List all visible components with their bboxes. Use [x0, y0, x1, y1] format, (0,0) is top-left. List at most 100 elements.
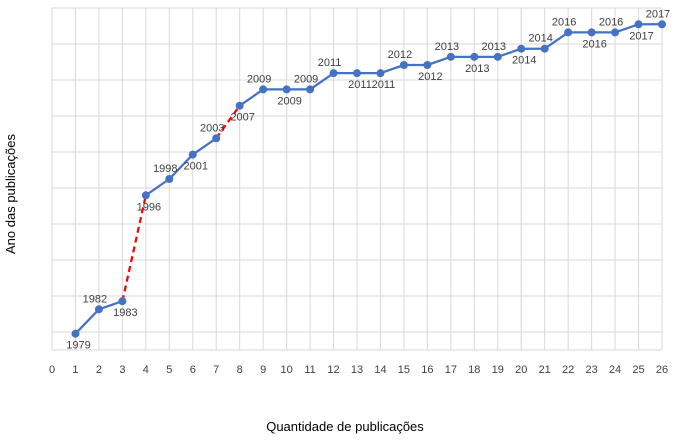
series-segment	[74, 308, 100, 335]
x-tick-label: 13	[351, 364, 363, 376]
data-point	[141, 191, 150, 200]
x-tick-label: 10	[280, 364, 292, 376]
data-label: 2011	[348, 79, 372, 91]
grid	[51, 7, 663, 351]
data-point	[353, 69, 361, 78]
x-tick-label: 1	[72, 364, 78, 376]
series-segment	[497, 47, 522, 58]
data-point	[329, 69, 338, 78]
x-tick-label: 25	[632, 364, 644, 376]
data-label: 2014	[512, 55, 536, 67]
data-point	[470, 52, 479, 61]
x-tick-label: 6	[190, 364, 196, 376]
x-tick-label: 11	[304, 364, 315, 376]
data-label: 2013	[435, 41, 459, 53]
x-tick-label: 20	[515, 364, 527, 376]
data-point	[493, 52, 502, 61]
y-axis-title: Ano das publicações	[3, 134, 18, 254]
data-point	[658, 20, 666, 29]
series-segment	[380, 63, 405, 75]
data-point	[540, 44, 549, 53]
data-point	[517, 44, 526, 53]
x-tick-label: 9	[260, 364, 266, 376]
data-label: 2013	[482, 41, 506, 53]
x-tick-label: 15	[398, 364, 410, 376]
x-axis-title: Quantidade de publicações	[266, 419, 424, 434]
data-label: 1982	[83, 293, 107, 305]
x-tick-label: 0	[49, 364, 55, 376]
x-tick-label: 12	[327, 364, 339, 376]
data-point	[564, 28, 573, 37]
x-tick-label: 2	[96, 364, 102, 376]
x-tick-label: 18	[468, 364, 480, 376]
data-label: 1983	[113, 307, 137, 319]
data-label: 2016	[552, 16, 576, 28]
data-label: 2009	[247, 73, 271, 85]
data-point	[71, 329, 80, 338]
x-tick-label: 26	[656, 364, 668, 376]
x-tick-label: 8	[237, 364, 243, 376]
x-tick-label: 16	[421, 364, 433, 376]
data-point	[399, 61, 408, 69]
data-label: 2001	[184, 161, 208, 173]
data-point	[259, 85, 268, 94]
data-point	[611, 28, 620, 37]
x-tick-label: 24	[609, 364, 621, 376]
x-tick-label: 19	[492, 364, 504, 376]
x-tick-label: 4	[143, 364, 149, 376]
data-label: 2016	[582, 38, 606, 50]
data-label: 2014	[528, 33, 552, 45]
data-label: 1996	[137, 201, 161, 213]
x-tick-label: 22	[562, 364, 574, 376]
x-tick-label: 14	[374, 364, 386, 376]
x-tick-label: 3	[119, 364, 125, 376]
data-point	[94, 305, 103, 314]
data-label: 2017	[629, 30, 653, 42]
data-points	[71, 20, 666, 338]
data-label: 2011	[318, 57, 342, 69]
data-label: 2007	[230, 112, 254, 124]
data-label: 2013	[465, 63, 489, 75]
data-point	[423, 61, 432, 69]
x-tick-labels: 0 1 2 3 4 5 6 7 8 9 10 11 12 13 14 15 16 17 18 19 20 21 22 23 24…	[49, 364, 668, 376]
data-point	[587, 28, 596, 37]
data-point	[235, 101, 244, 110]
series-segment	[427, 55, 452, 67]
dashed-segment	[215, 105, 241, 139]
data-point	[306, 85, 315, 94]
x-tick-label: 23	[585, 364, 597, 376]
x-tick-label: 17	[445, 364, 457, 376]
series-segment	[192, 137, 217, 156]
series-segment	[239, 88, 264, 107]
data-point	[282, 85, 291, 94]
data-label: 1998	[153, 163, 177, 175]
data-label: 2009	[294, 73, 318, 85]
data-label: 2016	[599, 16, 623, 28]
data-point	[165, 175, 174, 183]
series-segment	[98, 300, 123, 311]
dashed-segment	[121, 195, 147, 302]
data-label: 2011	[372, 79, 396, 91]
data-point	[188, 150, 197, 159]
data-point	[634, 20, 643, 29]
data-point	[376, 69, 385, 78]
x-tick-label: 5	[166, 364, 172, 376]
data-point	[118, 297, 127, 306]
x-tick-label: 7	[213, 364, 219, 376]
data-labels: 1979 1982 1983 1996 1998 2001 2003 2007 2009 2009…	[66, 8, 670, 351]
series-lines	[74, 23, 662, 335]
series-segment	[309, 72, 335, 91]
series-segment	[145, 178, 170, 197]
data-label: 2003	[200, 122, 224, 134]
series-segment	[614, 23, 639, 34]
data-label: 2012	[388, 49, 412, 61]
series-segment	[544, 31, 569, 50]
data-label: 2012	[418, 71, 442, 83]
data-point	[212, 134, 221, 143]
data-label: 2009	[277, 95, 301, 107]
data-label: 2017	[646, 8, 670, 20]
data-label: 1979	[66, 340, 90, 352]
series-segment	[168, 153, 194, 180]
